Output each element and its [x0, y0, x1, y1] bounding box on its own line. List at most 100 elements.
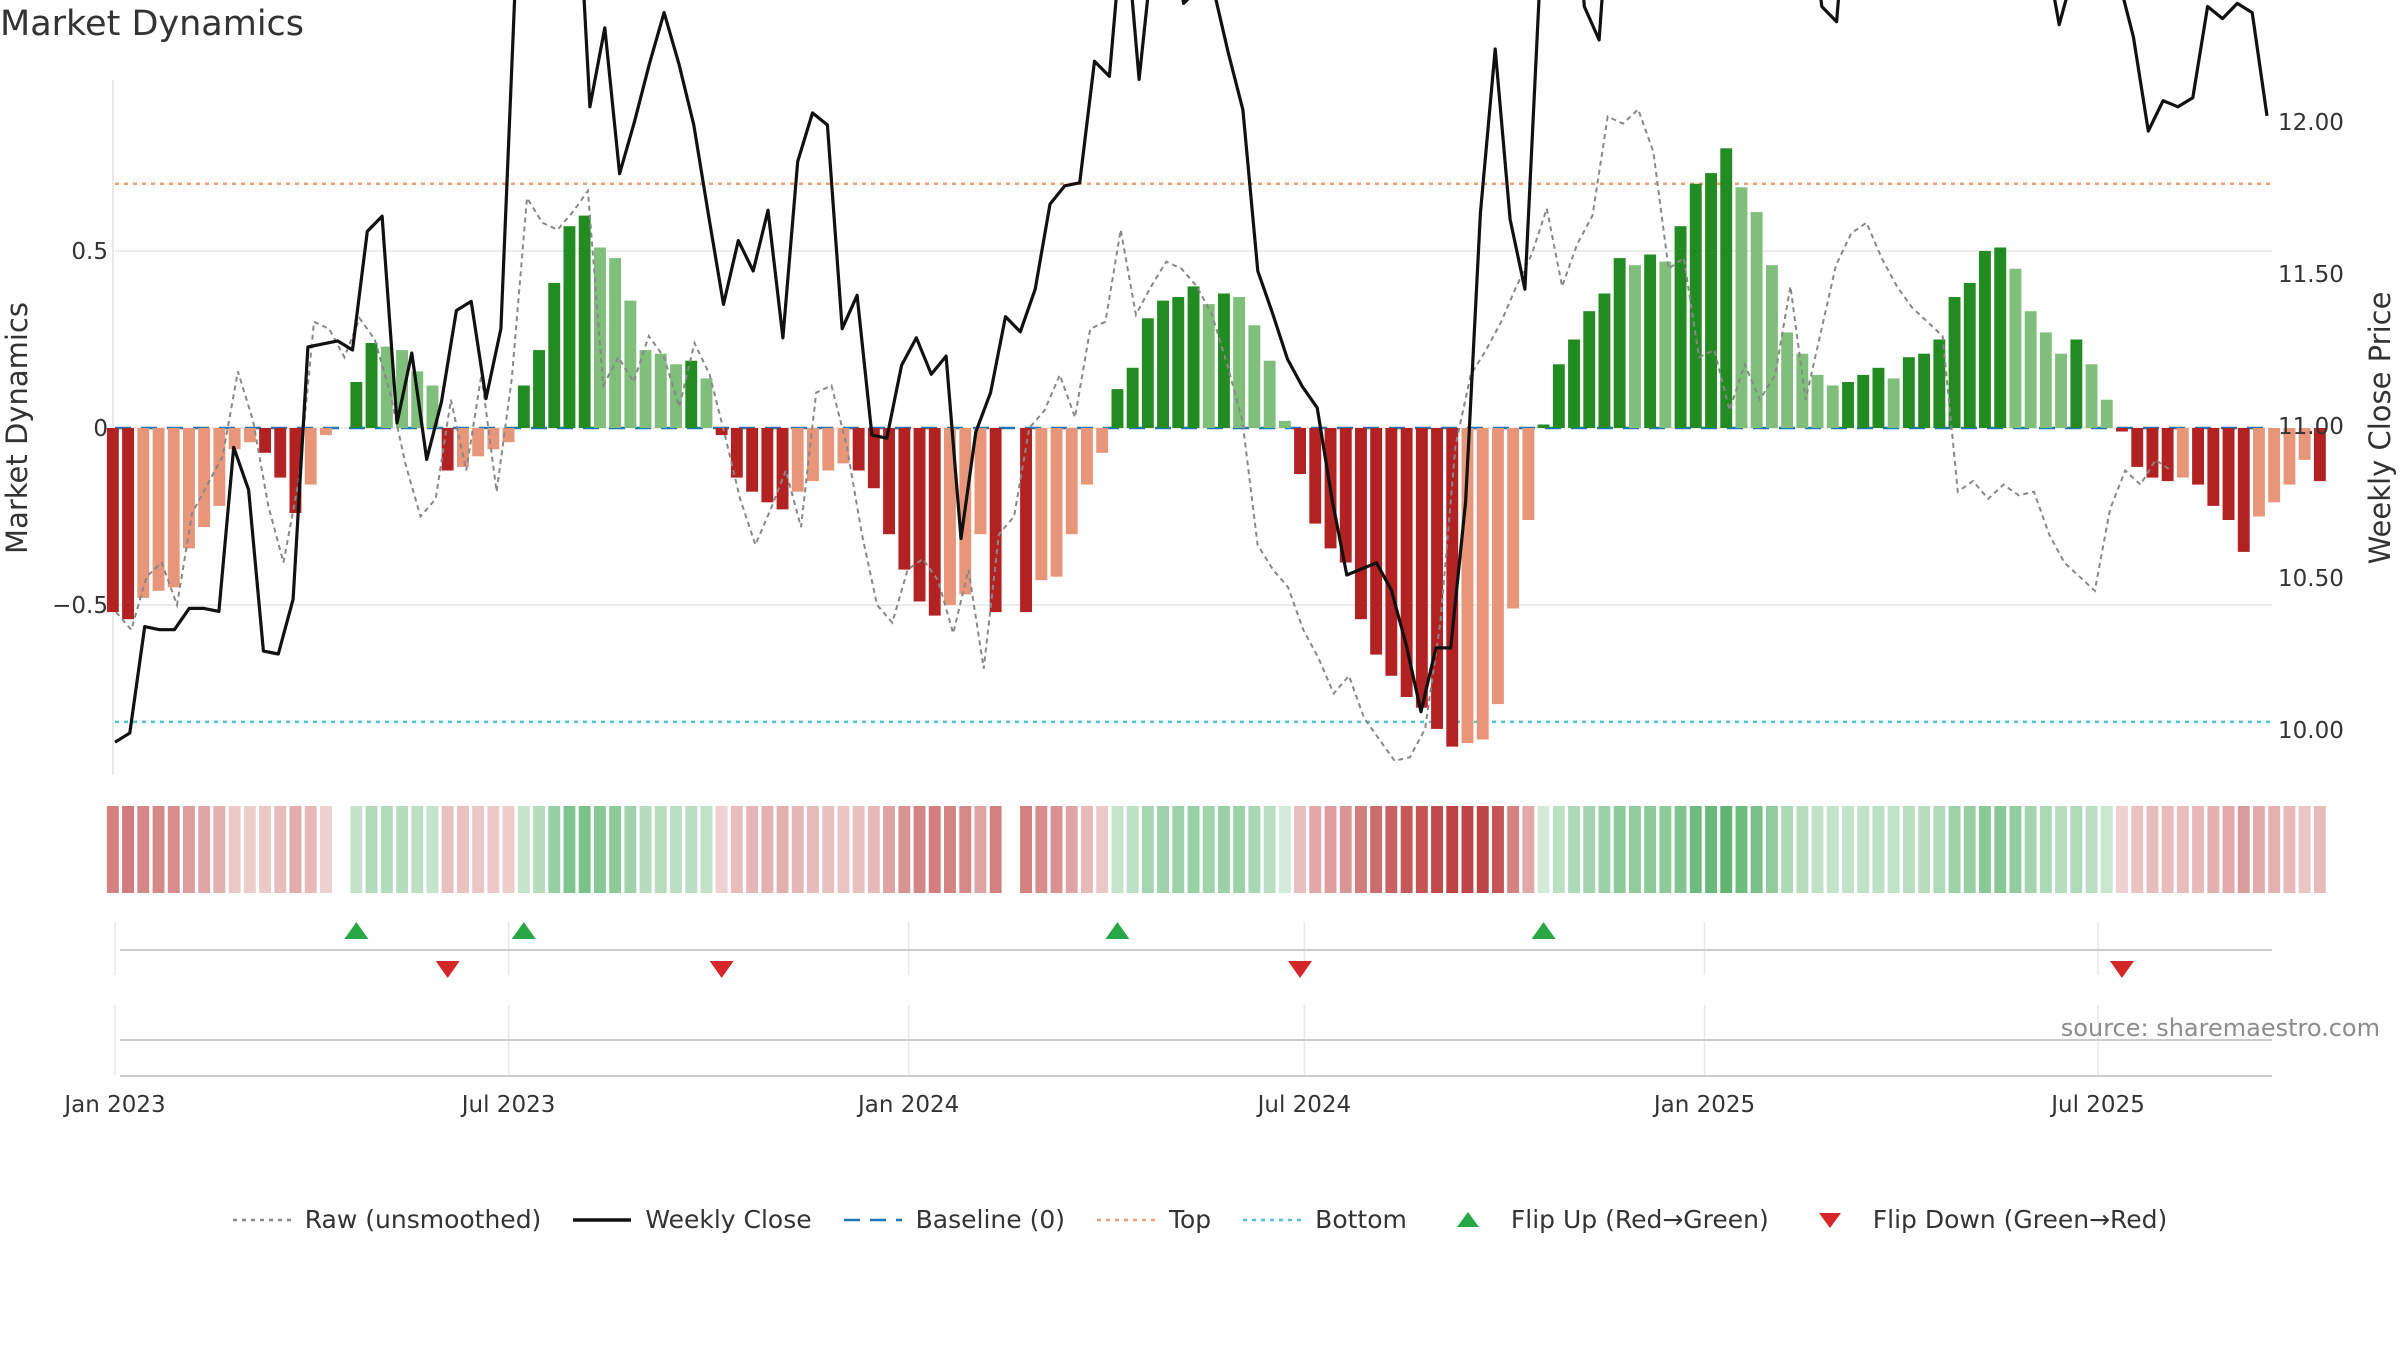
strip-cell — [1218, 806, 1230, 893]
bar — [1552, 364, 1565, 428]
bar — [533, 350, 545, 428]
bar — [563, 226, 576, 428]
bar — [822, 428, 835, 471]
strip-cell — [2055, 806, 2067, 893]
strip-cell — [959, 806, 972, 893]
bar — [685, 360, 698, 428]
bar — [167, 428, 180, 588]
bar — [852, 428, 865, 471]
bar — [1415, 428, 1428, 708]
strip-cell — [2283, 806, 2296, 893]
strip-cell — [700, 806, 713, 893]
bar — [1050, 428, 1063, 577]
strip-cell — [1598, 806, 1611, 893]
bar — [1492, 428, 1504, 705]
bar — [228, 428, 241, 450]
bar — [350, 382, 363, 428]
x-tick-label: Jul 2024 — [1256, 1092, 1352, 1118]
bar — [1476, 428, 1489, 740]
strip-cell — [106, 806, 119, 893]
y2-tick-label: 10.50 — [2278, 566, 2344, 592]
flip-down-marker — [709, 961, 734, 978]
bar — [2222, 428, 2235, 520]
strip-cell — [1461, 806, 1474, 893]
legend-item: Raw (unsmoothed) — [232, 1205, 541, 1234]
bar — [1111, 389, 1124, 428]
bar — [578, 215, 591, 428]
strip-cell — [883, 806, 895, 893]
strip-cell — [213, 806, 226, 893]
strip-cell — [594, 806, 606, 893]
bar — [1720, 148, 1733, 429]
bar — [1309, 428, 1322, 524]
strip-cell — [1324, 806, 1337, 893]
strip-cell — [320, 806, 332, 893]
bar — [670, 364, 682, 428]
bar — [1902, 357, 1915, 428]
bar — [1857, 374, 1870, 428]
flip-down-marker — [2109, 961, 2134, 978]
strip-cell — [1126, 806, 1139, 893]
legend-symbol — [1439, 1210, 1497, 1230]
bar — [2039, 332, 2052, 428]
bar — [913, 428, 926, 602]
strip-cell — [1720, 806, 1733, 893]
strip-cell — [122, 806, 134, 893]
strip-cell — [365, 806, 378, 893]
strip-cell — [2268, 806, 2281, 893]
strip-cell — [563, 806, 576, 893]
strip-cell — [715, 806, 728, 893]
bar — [1796, 353, 1809, 428]
strip-cell — [426, 806, 439, 893]
flip-up-marker — [1105, 922, 1130, 939]
strip-cell — [1583, 806, 1596, 893]
strip-cell — [502, 806, 515, 893]
strip-cell — [1887, 806, 1900, 893]
strip-cell — [1476, 806, 1489, 893]
strip-cell — [411, 806, 424, 893]
bar — [2237, 428, 2250, 552]
bar — [2009, 268, 2022, 428]
strip-cell — [1385, 806, 1398, 893]
strip-cell — [350, 806, 363, 893]
strip-cell — [167, 806, 180, 893]
strip-cell — [1963, 806, 1976, 893]
bar — [502, 428, 515, 443]
bar — [1507, 428, 1520, 609]
strip-cell — [2176, 806, 2189, 893]
bar — [867, 428, 880, 489]
flip-up-marker — [1531, 922, 1556, 939]
legend-symbol — [1096, 1210, 1155, 1230]
strip-cell — [441, 806, 454, 893]
bar — [274, 428, 287, 478]
flip-down-marker — [1288, 961, 1313, 978]
bar — [2283, 428, 2296, 485]
strip-cell — [1263, 806, 1276, 893]
strip-cell — [1872, 806, 1885, 893]
bar — [639, 350, 652, 428]
bar — [1644, 254, 1657, 428]
strip-cell — [1172, 806, 1185, 893]
bar — [472, 428, 485, 457]
bar — [1674, 226, 1687, 428]
bar — [1826, 385, 1839, 428]
strip-cell — [2313, 806, 2326, 893]
strip-cell — [624, 806, 637, 893]
reference-lines — [115, 182, 2272, 724]
strip-cell — [2207, 806, 2220, 893]
strip-cell — [259, 806, 271, 893]
flip-markers — [344, 922, 2134, 978]
strip-cell — [137, 806, 150, 893]
x-tick-label: Jul 2023 — [460, 1092, 556, 1118]
bar — [1446, 428, 1459, 747]
strip-cell — [730, 806, 743, 893]
strip-cell — [228, 806, 241, 893]
bar — [259, 428, 271, 453]
close-series — [114, 0, 2269, 744]
strip-cell — [1750, 806, 1763, 893]
strip-cell — [1202, 806, 1215, 893]
x-tick-label: Jul 2025 — [2049, 1092, 2145, 1118]
bar — [1842, 382, 1854, 428]
bar — [700, 378, 713, 428]
strip-cell — [1644, 806, 1657, 893]
